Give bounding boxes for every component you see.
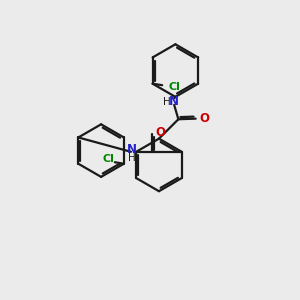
Text: O: O: [155, 127, 165, 140]
Text: O: O: [200, 112, 210, 125]
Text: N: N: [169, 95, 179, 108]
Text: H: H: [163, 97, 171, 106]
Text: Cl: Cl: [168, 82, 180, 92]
Text: Cl: Cl: [103, 154, 115, 164]
Text: H: H: [128, 153, 136, 164]
Text: N: N: [127, 143, 137, 156]
